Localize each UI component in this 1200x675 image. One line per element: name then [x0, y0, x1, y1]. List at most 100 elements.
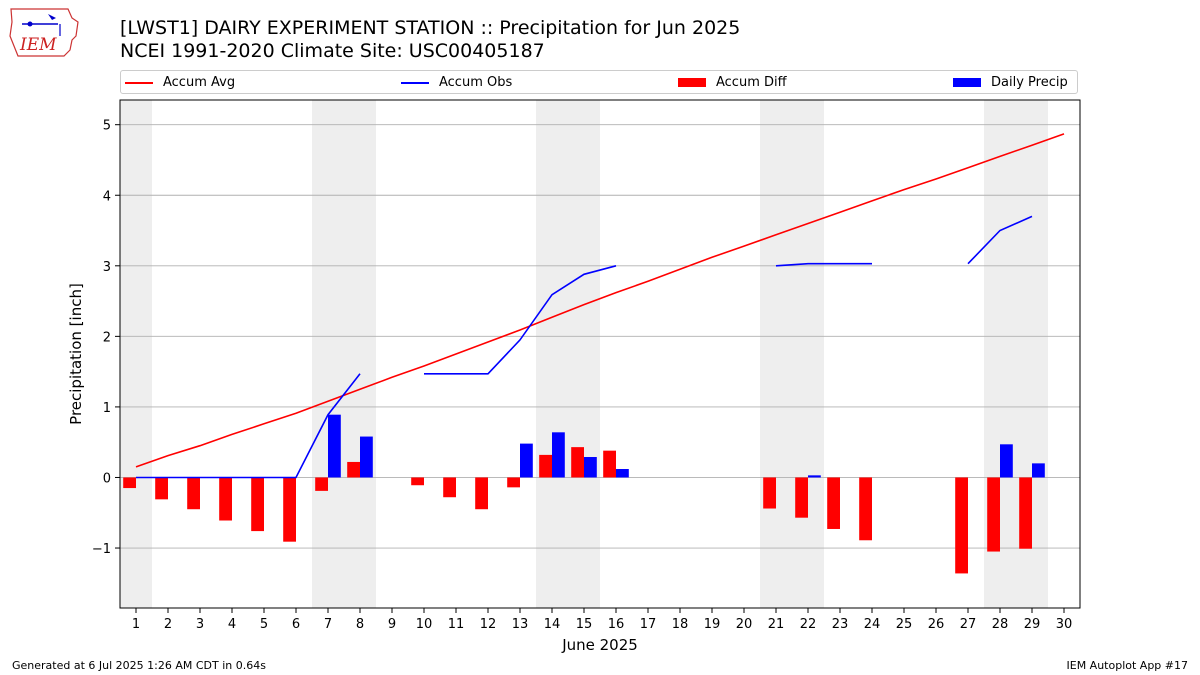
daily-precip-bar: [1032, 463, 1045, 478]
x-tick-label: 21: [768, 617, 785, 632]
accum-diff-bar: [123, 477, 136, 489]
accum-diff-bar: [859, 477, 872, 541]
accum-diff-bar: [219, 477, 232, 521]
x-tick-label: 22: [800, 617, 817, 632]
y-tick-label: 5: [103, 119, 111, 134]
chart-title: [LWST1] DAIRY EXPERIMENT STATION :: Prec…: [120, 17, 741, 39]
accum-diff-bar: [539, 454, 552, 478]
daily-precip-bar: [328, 414, 341, 478]
legend-item-accum-avg: Accum Avg: [125, 75, 235, 90]
x-tick-label: 9: [388, 617, 396, 632]
daily-precip-bar: [584, 457, 597, 478]
svg-text:IEM: IEM: [19, 35, 57, 55]
x-tick-label: 19: [704, 617, 721, 632]
x-tick-label: 27: [960, 617, 977, 632]
weekend-shade: [120, 100, 152, 608]
accum-diff-bar: [987, 477, 1000, 552]
accum-diff-bar: [571, 447, 584, 478]
x-tick-label: 29: [1024, 617, 1041, 632]
accum-diff-bar: [763, 477, 776, 509]
x-tick-label: 18: [672, 617, 689, 632]
accum-diff-bar: [955, 477, 968, 574]
chart-subtitle: NCEI 1991-2020 Climate Site: USC00405187: [120, 40, 545, 62]
accum-avg-swatch: [125, 81, 153, 84]
legend-label: Daily Precip: [991, 75, 1068, 90]
x-tick-label: 14: [544, 617, 561, 632]
legend-label: Accum Obs: [439, 75, 513, 90]
x-tick-label: 10: [416, 617, 433, 632]
accum-diff-bar: [315, 477, 328, 491]
accum-diff-bar: [507, 477, 520, 488]
x-tick-label: 16: [608, 617, 625, 632]
x-tick-label: 3: [196, 617, 204, 632]
accum-diff-bar: [155, 477, 168, 500]
accum-diff-bar: [347, 461, 360, 478]
y-tick-label: −1: [92, 542, 111, 557]
accum-diff-bar: [827, 477, 840, 529]
accum-diff-bar: [795, 477, 808, 518]
accum-diff-bar: [411, 477, 424, 486]
daily-precip-bar: [808, 475, 821, 478]
plot-frame: [119, 99, 1081, 609]
daily-precip-bar: [520, 443, 533, 478]
x-tick-label: 12: [480, 617, 497, 632]
accum-obs-line: [967, 215, 1033, 265]
legend-item-accum-obs: Accum Obs: [401, 75, 512, 90]
daily-precip-bar: [360, 436, 373, 478]
weekend-shade: [312, 100, 376, 608]
x-tick-label: 15: [576, 617, 593, 632]
accum-diff-bar: [1019, 477, 1032, 549]
daily-precip-swatch: [953, 78, 981, 87]
x-tick-label: 17: [640, 617, 657, 632]
legend-label: Accum Diff: [716, 75, 787, 90]
x-tick-label: 20: [736, 617, 753, 632]
legend-label: Accum Avg: [163, 75, 236, 90]
accum-diff-bar: [251, 477, 264, 532]
accum-obs-line: [424, 265, 617, 375]
y-tick-label: 1: [103, 401, 111, 416]
weekend-shade: [536, 100, 600, 608]
accum-obs-line: [775, 262, 872, 267]
y-tick-label: 0: [103, 471, 111, 486]
accum-avg-line: [135, 133, 1065, 468]
accum-diff-bar: [283, 477, 296, 542]
x-tick-label: 25: [896, 617, 913, 632]
generated-timestamp: Generated at 6 Jul 2025 1:26 AM CDT in 0…: [12, 659, 266, 672]
x-tick-label: 26: [928, 617, 945, 632]
x-axis-label: June 2025: [561, 636, 638, 654]
accum-diff-bar: [475, 477, 488, 510]
accum-diff-swatch: [678, 78, 706, 87]
accum-diff-bar: [187, 477, 200, 510]
legend-item-accum-diff: Accum Diff: [678, 75, 787, 90]
accum-diff-bar: [603, 450, 616, 478]
x-tick-label: 6: [292, 617, 300, 632]
y-tick-label: 3: [103, 260, 111, 275]
y-tick-label: 4: [103, 189, 111, 204]
accum-obs-line: [136, 373, 361, 479]
weekend-shade: [984, 100, 1048, 608]
y-tick-label: 2: [103, 330, 111, 345]
app-label: IEM Autoplot App #17: [1066, 659, 1189, 672]
x-tick-label: 7: [324, 617, 332, 632]
legend: Accum Avg Accum Obs Accum Diff Daily Pre…: [120, 70, 1078, 94]
x-tick-label: 1: [132, 617, 140, 632]
iem-logo: IEM: [9, 8, 79, 57]
daily-precip-bar: [616, 469, 629, 478]
legend-item-daily-precip: Daily Precip: [953, 75, 1068, 90]
weekend-shade: [760, 100, 824, 608]
daily-precip-bar: [552, 432, 565, 478]
accum-obs-swatch: [401, 81, 429, 84]
x-tick-label: 28: [992, 617, 1009, 632]
x-tick-label: 8: [356, 617, 364, 632]
x-tick-label: 11: [448, 617, 465, 632]
x-tick-label: 2: [164, 617, 172, 632]
x-tick-label: 24: [864, 617, 881, 632]
x-tick-label: 23: [832, 617, 849, 632]
x-tick-label: 5: [260, 617, 268, 632]
x-tick-label: 4: [228, 617, 236, 632]
accum-diff-bar: [443, 477, 456, 498]
daily-precip-bar: [1000, 444, 1013, 478]
y-axis-label: Precipitation [inch]: [67, 283, 85, 425]
x-tick-label: 13: [512, 617, 529, 632]
